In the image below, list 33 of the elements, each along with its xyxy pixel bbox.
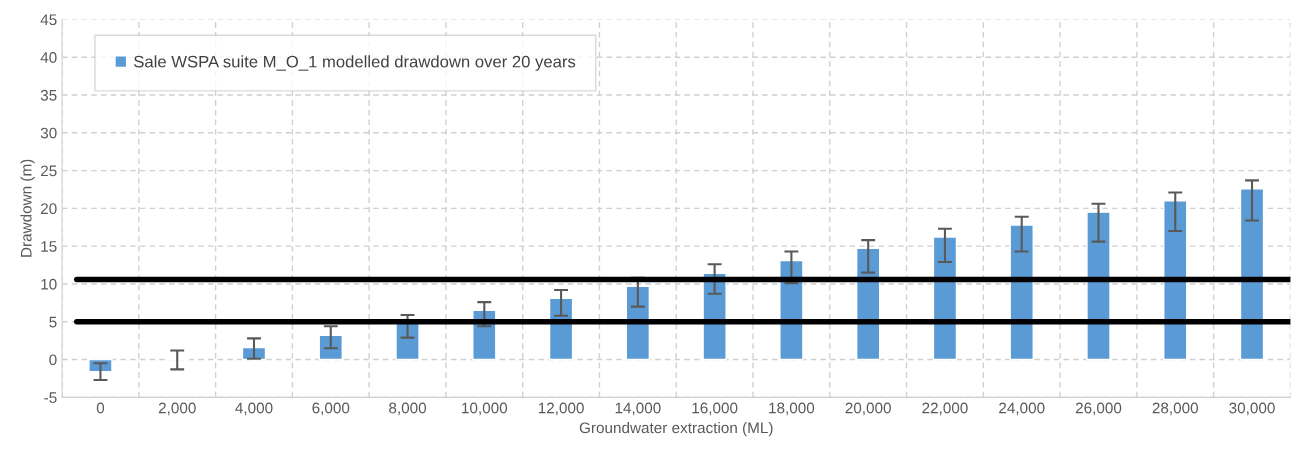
bar <box>1239 188 1265 361</box>
bar <box>318 334 343 361</box>
y-tick-label: 45 <box>40 14 57 26</box>
x-tick-label: 20,000 <box>845 402 891 416</box>
x-tick-label: 22,000 <box>922 402 968 416</box>
x-tick-label: 6,000 <box>312 402 350 416</box>
x-tick-label: 10,000 <box>462 402 508 416</box>
y-tick-label: -5 <box>44 392 57 404</box>
x-tick-label: 2,000 <box>158 402 196 416</box>
x-tick-label: 8,000 <box>389 402 427 416</box>
x-tick-label: 18,000 <box>769 402 815 416</box>
bar <box>1163 200 1188 361</box>
y-tick-label: 35 <box>40 89 57 101</box>
y-tick-label: 10 <box>41 278 57 290</box>
legend-label: Sale WSPA suite M_O_1 modelled drawdown over 20 years <box>134 55 576 71</box>
x-tick-label: 26,000 <box>1075 402 1122 416</box>
y-tick-label: 5 <box>49 316 57 328</box>
x-tick-label: 14,000 <box>615 402 661 416</box>
x-tick-label: 30,000 <box>1229 402 1275 416</box>
y-tick-label: 30 <box>40 127 57 139</box>
y-tick-label: 20 <box>40 203 57 215</box>
x-tick-label: 4,000 <box>235 402 273 416</box>
x-tick-label: 24,000 <box>999 402 1045 416</box>
y-tick-label: 40 <box>40 52 57 63</box>
y-tick-label: 15 <box>41 241 57 252</box>
x-tick-label: 12,000 <box>538 402 584 416</box>
y-tick-label: 25 <box>40 165 57 177</box>
x-tick-label: 0 <box>96 402 105 414</box>
x-axis-title: Groundwater extraction (ML) <box>579 421 773 437</box>
y-tick-label: 0 <box>49 354 57 366</box>
x-tick-label: 16,000 <box>692 402 738 416</box>
x-tick-label: 28,000 <box>1152 402 1199 416</box>
y-axis-title: Drawdown (m) <box>20 159 35 257</box>
